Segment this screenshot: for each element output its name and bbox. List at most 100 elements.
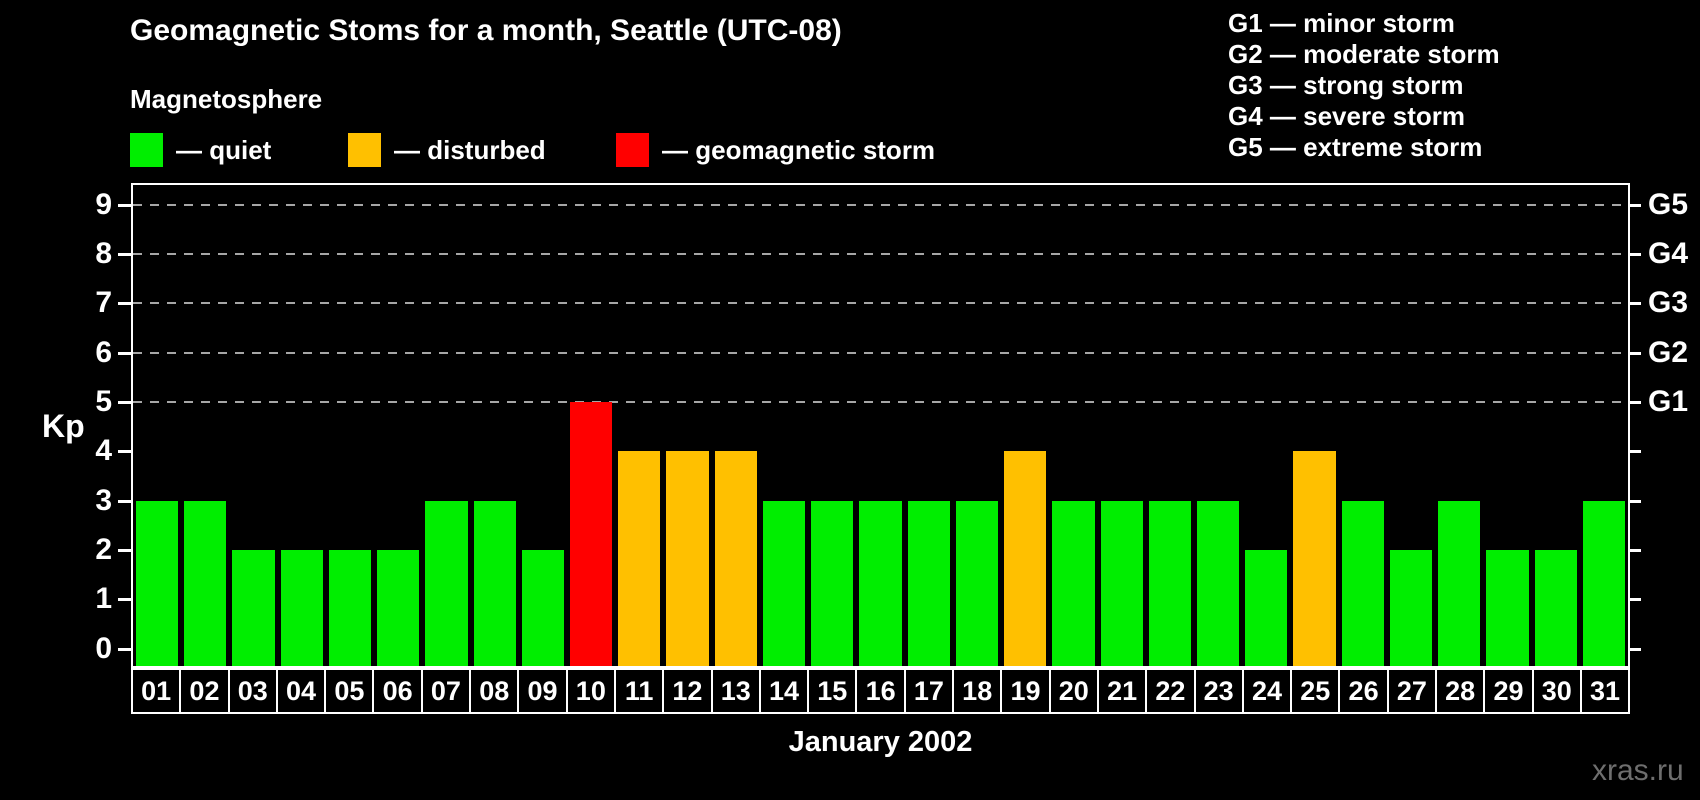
bar-day-02: [184, 500, 227, 666]
bar-day-19: [1004, 451, 1047, 666]
day-label-24: 24: [1241, 668, 1293, 714]
y-tick-label-0: 0: [95, 631, 112, 665]
g-axis-label-G5: G5: [1648, 187, 1689, 221]
y-tick-label-6: 6: [95, 335, 112, 369]
bar-day-17: [907, 500, 950, 666]
bar-day-28: [1438, 500, 1481, 666]
chart-title: Geomagnetic Stoms for a month, Seattle (…: [130, 14, 842, 47]
bar-day-14: [762, 500, 806, 666]
day-label-13: 13: [710, 668, 761, 714]
bar-day-25: [1293, 451, 1336, 666]
day-label-22: 22: [1145, 668, 1196, 714]
day-label-12: 12: [662, 668, 713, 714]
gridline-kp-8: [133, 253, 1628, 256]
right-tick-kp-5: [1628, 401, 1641, 405]
day-label-21: 21: [1096, 668, 1148, 714]
y-tick-label-4: 4: [95, 434, 112, 468]
gridline-kp-9: [133, 203, 1628, 206]
day-label-04: 04: [275, 668, 327, 714]
bar-day-04: [280, 550, 323, 666]
right-tick-kp-7: [1628, 302, 1641, 306]
legend-label-quiet: — quiet: [176, 134, 272, 165]
day-label-17: 17: [903, 668, 955, 714]
legend-swatch-quiet: [130, 133, 163, 167]
bar-day-05: [328, 550, 372, 666]
day-label-03: 03: [227, 668, 278, 714]
right-tick-kp-2: [1628, 549, 1641, 553]
y-tick-label-5: 5: [95, 385, 112, 419]
y-tick-label-7: 7: [95, 286, 112, 320]
g-axis-label-G4: G4: [1648, 237, 1689, 271]
day-label-19: 19: [1000, 668, 1051, 714]
bar-day-24: [1245, 550, 1288, 666]
left-tick-kp-3: [118, 499, 131, 503]
bar-day-29: [1486, 550, 1529, 666]
right-tick-kp-9: [1628, 203, 1641, 207]
right-tick-kp-6: [1628, 351, 1641, 355]
day-label-09: 09: [517, 668, 568, 714]
day-label-06: 06: [372, 668, 423, 714]
left-tick-kp-5: [118, 401, 131, 405]
watermark: xras.ru: [1592, 754, 1684, 787]
legend-swatch-disturbed: [348, 133, 381, 167]
gridline-kp-5: [133, 401, 1628, 404]
day-label-23: 23: [1193, 668, 1244, 714]
gridline-kp-6: [133, 351, 1628, 354]
day-label-14: 14: [758, 668, 810, 714]
legend-title: Magnetosphere: [130, 84, 323, 114]
g-legend-line-4: G4 — severe storm: [1228, 101, 1466, 131]
bar-day-15: [811, 500, 854, 666]
bar-day-26: [1341, 500, 1384, 666]
bar-day-20: [1052, 500, 1095, 666]
y-tick-label-9: 9: [95, 187, 112, 221]
gridline-kp-7: [133, 302, 1628, 305]
day-label-27: 27: [1386, 668, 1438, 714]
legend-label-disturbed: — disturbed: [394, 134, 546, 165]
day-label-30: 30: [1531, 668, 1582, 714]
legend-item-disturbed: — disturbed: [348, 132, 546, 168]
y-tick-label-2: 2: [95, 533, 112, 567]
bar-day-22: [1148, 500, 1191, 666]
bar-day-21: [1100, 500, 1143, 666]
g-legend-line-2: G2 — moderate storm: [1228, 39, 1500, 69]
plot-area: [131, 183, 1630, 668]
legend-label-geomagnetic-storm: — geomagnetic storm: [662, 134, 936, 165]
right-tick-kp-0: [1628, 647, 1641, 651]
g-legend-line-3: G3 — strong storm: [1228, 70, 1464, 100]
bar-day-01: [136, 500, 179, 666]
bar-day-08: [473, 500, 516, 666]
day-label-11: 11: [613, 668, 665, 714]
right-tick-kp-3: [1628, 499, 1641, 503]
day-label-26: 26: [1338, 668, 1389, 714]
x-axis-title: January 2002: [788, 726, 973, 758]
day-label-20: 20: [1048, 668, 1099, 714]
g-legend-line-1: G1 — minor storm: [1228, 8, 1455, 38]
day-label-15: 15: [807, 668, 858, 714]
g-axis-label-G2: G2: [1648, 335, 1689, 369]
bar-day-13: [714, 451, 757, 666]
day-label-28: 28: [1435, 668, 1486, 714]
y-tick-label-3: 3: [95, 483, 112, 517]
left-tick-kp-7: [118, 302, 131, 306]
g-scale-legend: G1 — minor storm G2 — moderate storm G3 — …: [1228, 8, 1500, 163]
legend-swatch-geomagnetic-storm: [616, 133, 649, 167]
day-label-07: 07: [420, 668, 472, 714]
day-label-31: 31: [1579, 668, 1631, 714]
day-label-25: 25: [1290, 668, 1341, 714]
right-tick-kp-1: [1628, 598, 1641, 602]
left-tick-kp-8: [118, 253, 131, 257]
g-legend-line-5: G5 — extreme storm: [1228, 132, 1483, 162]
y-tick-label-1: 1: [95, 582, 112, 616]
g-axis-label-G1: G1: [1648, 385, 1689, 419]
day-label-18: 18: [952, 668, 1003, 714]
legend-item-geomagnetic-storm: — geomagnetic storm: [616, 132, 935, 168]
left-tick-kp-0: [118, 647, 131, 651]
day-label-08: 08: [469, 668, 520, 714]
y-axis-title: Kp: [42, 408, 85, 444]
bar-day-27: [1389, 550, 1433, 666]
right-tick-kp-8: [1628, 253, 1641, 257]
left-tick-kp-2: [118, 549, 131, 553]
bar-day-16: [859, 500, 902, 666]
bar-day-09: [521, 550, 565, 666]
bar-day-10: [570, 402, 613, 666]
